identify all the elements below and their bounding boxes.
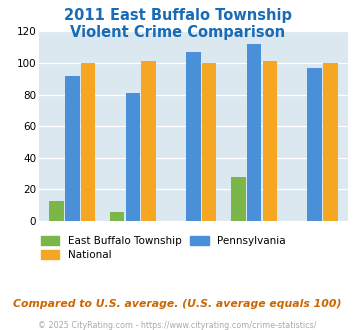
Legend: East Buffalo Township, National, Pennsylvania: East Buffalo Township, National, Pennsyl…	[41, 236, 285, 260]
Bar	[262, 61, 277, 221]
Bar	[81, 63, 95, 221]
Bar	[49, 201, 64, 221]
Bar	[231, 177, 246, 221]
Bar	[202, 63, 217, 221]
Bar	[141, 61, 156, 221]
Text: © 2025 CityRating.com - https://www.cityrating.com/crime-statistics/: © 2025 CityRating.com - https://www.city…	[38, 321, 317, 330]
Bar	[126, 93, 140, 221]
Bar	[323, 63, 338, 221]
Bar	[307, 68, 322, 221]
Bar	[65, 76, 80, 221]
Text: 2011 East Buffalo Township: 2011 East Buffalo Township	[64, 8, 291, 23]
Bar	[247, 44, 261, 221]
Text: Compared to U.S. average. (U.S. average equals 100): Compared to U.S. average. (U.S. average …	[13, 299, 342, 309]
Text: Violent Crime Comparison: Violent Crime Comparison	[70, 25, 285, 40]
Bar	[186, 52, 201, 221]
Bar	[110, 212, 125, 221]
